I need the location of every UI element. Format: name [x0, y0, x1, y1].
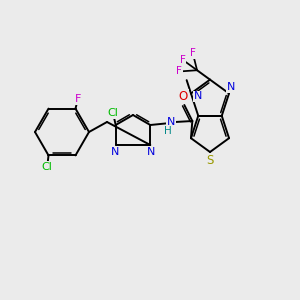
Text: O: O — [179, 89, 188, 103]
Text: S: S — [206, 154, 214, 167]
Text: N: N — [147, 147, 155, 157]
Text: N: N — [227, 82, 235, 92]
Text: N: N — [194, 92, 202, 101]
Text: F: F — [180, 55, 185, 65]
Text: N: N — [110, 147, 119, 157]
Text: Cl: Cl — [41, 162, 52, 172]
Text: F: F — [75, 94, 82, 103]
Text: F: F — [176, 67, 182, 76]
Text: H: H — [164, 126, 172, 136]
Text: Cl: Cl — [107, 108, 118, 118]
Text: F: F — [190, 48, 196, 58]
Text: N: N — [167, 117, 176, 127]
